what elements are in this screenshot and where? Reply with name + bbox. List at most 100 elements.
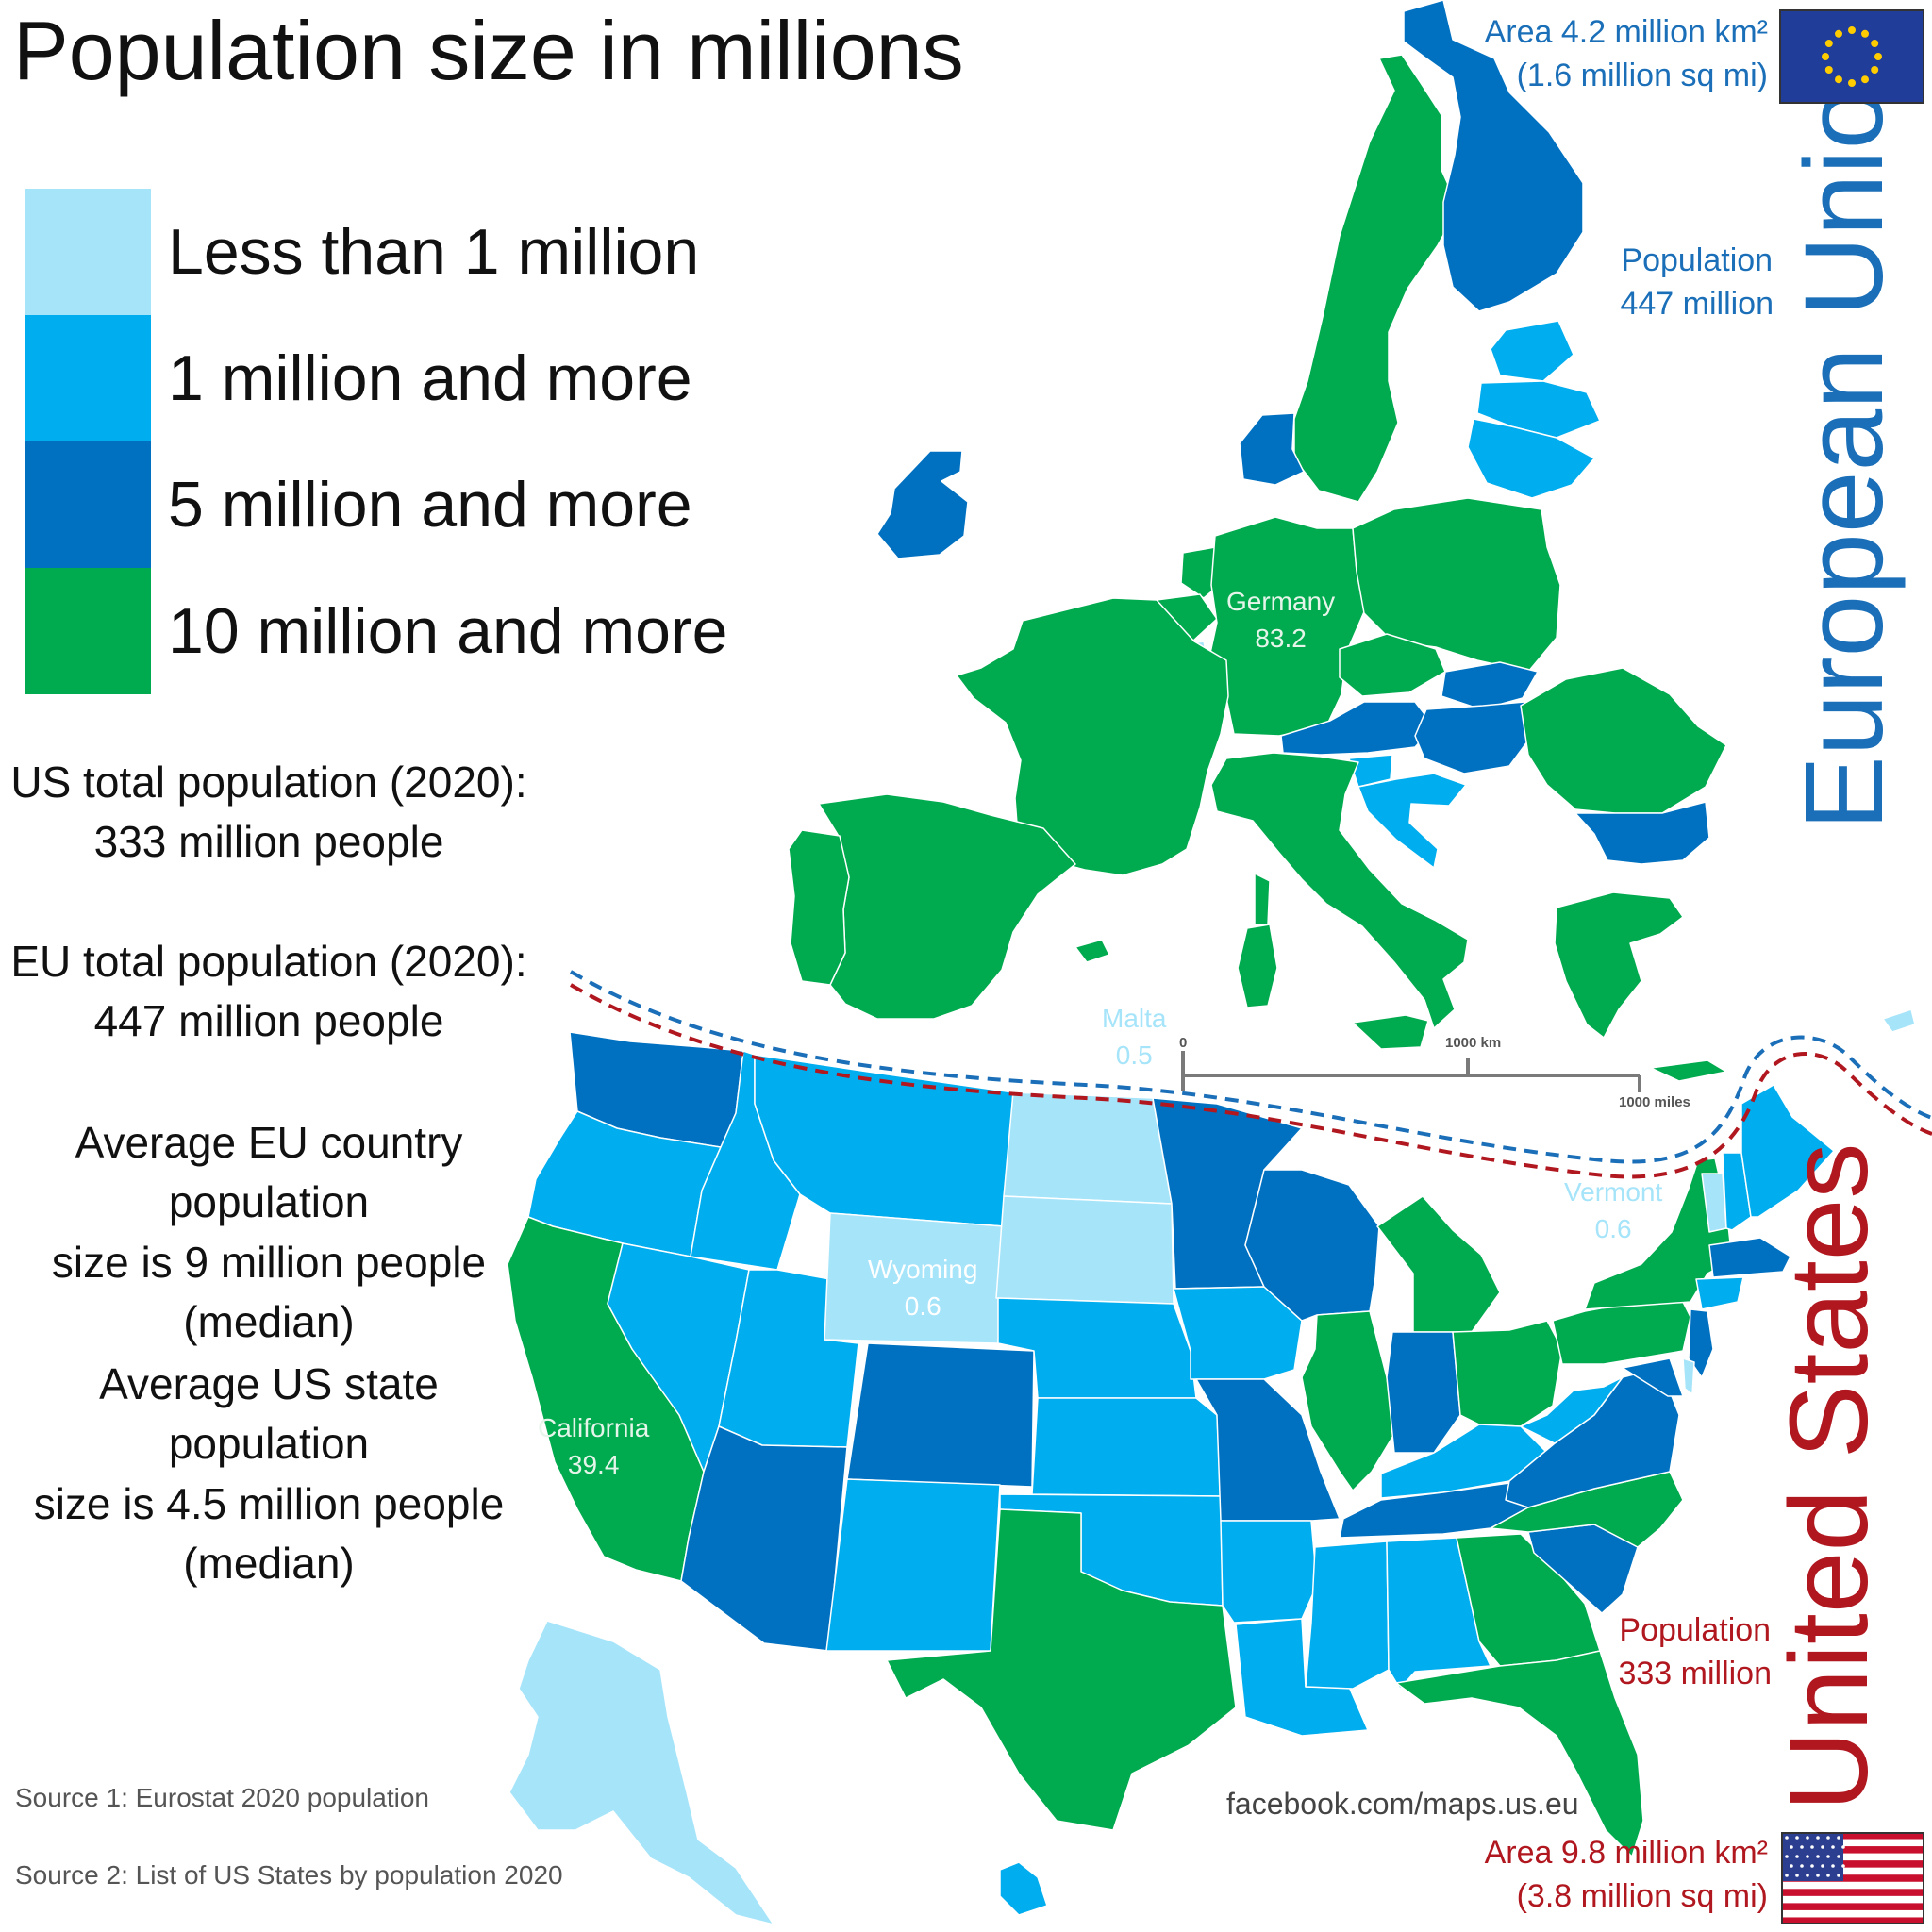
us-star-icon [1841, 1845, 1845, 1849]
region-crete [1650, 1059, 1727, 1082]
legend-label: 10 million and more [168, 595, 728, 667]
us-star-icon [1816, 1874, 1820, 1877]
region-connecticut [1695, 1276, 1744, 1310]
region-balearic-islands [1074, 939, 1110, 963]
us-star-icon [1831, 1864, 1835, 1868]
region-sicily [1352, 1014, 1429, 1050]
us-flag-stars [1785, 1836, 1845, 1877]
region-west-virginia [1520, 1376, 1624, 1444]
region-italy [1210, 752, 1469, 1029]
legend-row-5m-plus: 5 million and more [25, 441, 692, 568]
us-vertical-title: United States [1767, 1142, 1891, 1811]
us-star-icon [1821, 1845, 1824, 1849]
wyoming-label: Wyoming 0.6 [868, 1251, 977, 1324]
legend-row-less-than-1m: Less than 1 million [25, 189, 699, 315]
us-flag-icon [1781, 1832, 1924, 1924]
eu-flag-field [1779, 9, 1924, 104]
eu-star-icon [1824, 66, 1833, 74]
us-flag-stripe [1781, 1903, 1924, 1911]
us-flag-stripe [1781, 1895, 1924, 1904]
us-population-label: Population [1619, 1612, 1772, 1648]
region-ireland [876, 450, 969, 559]
region-bulgaria [1574, 801, 1710, 865]
region-new-jersey [1688, 1308, 1714, 1378]
source-1: Source 1: Eurostat 2020 population [15, 1783, 429, 1812]
legend-row-10m-plus: 10 million and more [25, 568, 727, 694]
region-illinois [1301, 1310, 1395, 1491]
stat-line: 333 million people [93, 817, 444, 867]
region-sweden [1293, 54, 1459, 503]
us-star-icon [1826, 1855, 1830, 1858]
california-label: California 39.4 [538, 1409, 649, 1483]
region-florida [1395, 1650, 1644, 1857]
eu-star-icon [1848, 79, 1856, 87]
separator-lines [569, 970, 1932, 1179]
us-star-icon [1800, 1864, 1804, 1868]
scale-bar-zero-label: 0 [1179, 1035, 1187, 1051]
us-flag-stripe [1781, 1917, 1924, 1924]
region-hungary [1414, 701, 1537, 774]
us-flag-stripe [1781, 1839, 1924, 1847]
region-louisiana [1235, 1618, 1369, 1737]
us-total-population-stat: US total population (2020): 333 million … [0, 753, 538, 873]
page-title: Population size in millions [13, 4, 964, 97]
us-star-icon [1837, 1855, 1840, 1858]
region-latvia [1476, 380, 1601, 439]
eu-star-icon [1874, 53, 1882, 60]
germany-label: Germany 83.2 [1226, 583, 1335, 657]
region-value: 83.2 [1255, 624, 1307, 654]
eu-star-icon [1871, 40, 1879, 47]
legend: Less than 1 million 1 million and more 5… [25, 189, 727, 694]
region-massachusetts [1708, 1237, 1791, 1278]
region-kansas [1031, 1397, 1222, 1497]
us-flag-stripe [1781, 1874, 1924, 1882]
region-croatia [1357, 773, 1467, 869]
eu-star-icon [1822, 53, 1829, 60]
us-flag-stripe [1781, 1832, 1924, 1840]
credit-link[interactable]: facebook.com/maps.us.eu [1226, 1787, 1579, 1821]
legend-label: 5 million and more [168, 469, 692, 541]
region-value: 0.6 [904, 1291, 941, 1322]
us-star-icon [1790, 1845, 1793, 1849]
region-portugal [788, 829, 850, 986]
us-star-icon [1837, 1874, 1840, 1877]
eu-star-icon [1861, 75, 1869, 84]
eu-area-line-2: (1.6 million sq mi) [1516, 57, 1768, 93]
us-star-icon [1785, 1855, 1789, 1858]
region-greece [1554, 891, 1684, 1039]
region-south-dakota [995, 1195, 1174, 1305]
scale-bar [1181, 1051, 1641, 1092]
region-name: California [538, 1413, 650, 1442]
us-star-icon [1826, 1836, 1830, 1840]
eu-total-population-stat: EU total population (2020): 447 million … [0, 932, 538, 1052]
us-population-info: Population 333 million [1618, 1609, 1772, 1696]
legend-swatch [25, 568, 151, 694]
separator-line-blue [569, 970, 1932, 1164]
separator-line-red [569, 983, 1932, 1179]
region-utah [718, 1269, 859, 1448]
us-star-icon [1785, 1836, 1789, 1840]
region-maryland [1622, 1357, 1684, 1397]
us-star-icon [1816, 1855, 1820, 1858]
us-flag-stripes [1781, 1832, 1924, 1924]
region-name: Germany [1226, 587, 1336, 616]
legend-swatch [25, 441, 151, 568]
region-ohio [1452, 1320, 1563, 1427]
stat-line: (median) [183, 1539, 355, 1589]
region-missouri [1195, 1378, 1341, 1522]
region-value: 0.6 [1594, 1214, 1632, 1244]
region-maine [1740, 1084, 1835, 1218]
us-star-icon [1800, 1845, 1804, 1849]
region-value: 0.5 [1115, 1041, 1153, 1071]
stat-line: size is 9 million people [51, 1237, 487, 1287]
us-star-icon [1826, 1874, 1830, 1877]
us-flag-stripe [1781, 1867, 1924, 1875]
us-flag-stripe [1781, 1846, 1924, 1854]
us-star-icon [1785, 1874, 1789, 1877]
stat-line: EU total population (2020): [10, 937, 527, 986]
us-star-icon [1790, 1864, 1793, 1868]
region-finland [1403, 0, 1584, 312]
region-slovenia [1348, 754, 1393, 788]
region-indiana [1386, 1331, 1461, 1454]
